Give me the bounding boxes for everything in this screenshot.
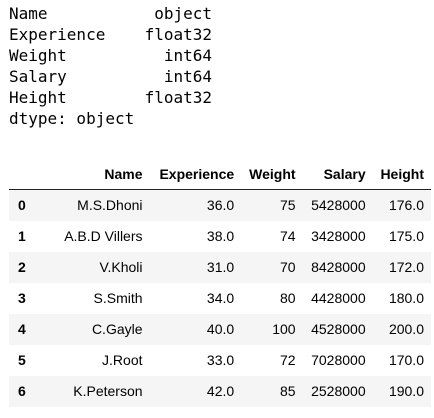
dtype-row-name: Name object [9,3,212,24]
cell-salary: 2528000 [311,383,366,399]
cell-salary: 4528000 [311,321,366,337]
dtype-row-experience: Experience float32 [9,24,212,45]
dtype-value: int64 [163,46,212,65]
table-row: 2 V.Kholi 31.0 70 8428000 172.0 [9,251,431,283]
dtype-column-label: Height [9,88,67,107]
cell-name: K.Peterson [73,383,143,399]
cell-salary: 7028000 [311,352,366,368]
cell-name: V.Kholi [99,259,143,275]
table-row: 6 K.Peterson 42.0 85 2528000 190.0 [9,375,431,407]
cell-salary: 5428000 [311,197,366,214]
dtype-column-label: Experience [9,25,106,44]
cell-experience: 34.0 [206,290,235,306]
cell-salary: 4428000 [311,290,366,306]
cell-weight: 72 [279,352,296,368]
column-header-experience: Experience [149,159,242,190]
row-index: 1 [18,228,26,244]
cell-experience: 38.0 [206,228,235,244]
cell-experience: 31.0 [206,259,235,275]
cell-height: 176.0 [388,197,424,214]
dtype-value: float32 [144,25,212,44]
table-row: 0 M.S.Dhoni 36.0 75 5428000 176.0 [9,189,431,221]
dtype-value: object [154,4,212,23]
dtype-row-weight: Weight int64 [9,45,212,66]
cell-height: 170.0 [388,352,424,368]
dtype-column-label: Salary [9,67,67,86]
dataframe-body: 0 M.S.Dhoni 36.0 75 5428000 176.0 1 A.B.… [9,189,431,407]
cell-experience: 33.0 [206,352,235,368]
row-index: 2 [18,259,26,275]
dtype-row-salary: Salary int64 [9,66,212,87]
cell-experience: 40.0 [206,321,235,337]
cell-name: J.Root [102,352,143,368]
cell-salary: 3428000 [311,228,366,244]
table-row: 3 S.Smith 34.0 80 4428000 180.0 [9,282,431,314]
cell-weight: 75 [279,197,296,214]
dtype-value: int64 [163,67,212,86]
column-header-height: Height [372,159,431,190]
cell-weight: 80 [279,290,296,306]
row-index: 5 [18,352,26,368]
table-row: 4 C.Gayle 40.0 100 4528000 200.0 [9,313,431,345]
cell-height: 200.0 [388,321,424,337]
row-index: 6 [18,383,26,399]
cell-salary: 8428000 [311,259,366,275]
dtype-footer: dtype: object [9,109,135,128]
dtypes-output: Name object Experience float32 Weight int64 Sa… [9,3,212,129]
cell-height: 190.0 [388,383,424,399]
cell-name: M.S.Dhoni [77,197,143,214]
dtype-column-label: Weight [9,46,67,65]
row-index: 3 [18,290,26,306]
dtype-value: float32 [144,88,212,107]
column-header-weight: Weight [241,159,303,190]
cell-height: 172.0 [388,259,424,275]
header-row: Name Experience Weight Salary Height [9,159,431,190]
cell-weight: 85 [279,383,296,399]
dataframe-table: Name Experience Weight Salary Height 0 M… [9,159,431,407]
table-row: 1 A.B.D Villers 38.0 74 3428000 175.0 [9,220,431,252]
row-index: 4 [18,321,26,337]
cell-height: 175.0 [388,228,424,244]
dtype-column-label: Name [9,4,48,23]
cell-experience: 36.0 [206,197,235,214]
cell-weight: 100 [272,321,296,337]
cell-weight: 74 [279,228,296,244]
cell-name: A.B.D Villers [64,228,143,244]
cell-name: C.Gayle [91,321,143,337]
cell-experience: 42.0 [206,383,235,399]
cell-height: 180.0 [388,290,424,306]
index-header [9,159,54,190]
dtype-row-height: Height float32 [9,87,212,108]
row-index: 0 [18,197,26,214]
column-header-salary: Salary [302,159,373,190]
column-header-name: Name [54,159,150,190]
cell-name: S.Smith [93,290,143,306]
dataframe-header: Name Experience Weight Salary Height [9,159,431,190]
table-row: 5 J.Root 33.0 72 7028000 170.0 [9,344,431,376]
cell-weight: 70 [279,259,296,275]
